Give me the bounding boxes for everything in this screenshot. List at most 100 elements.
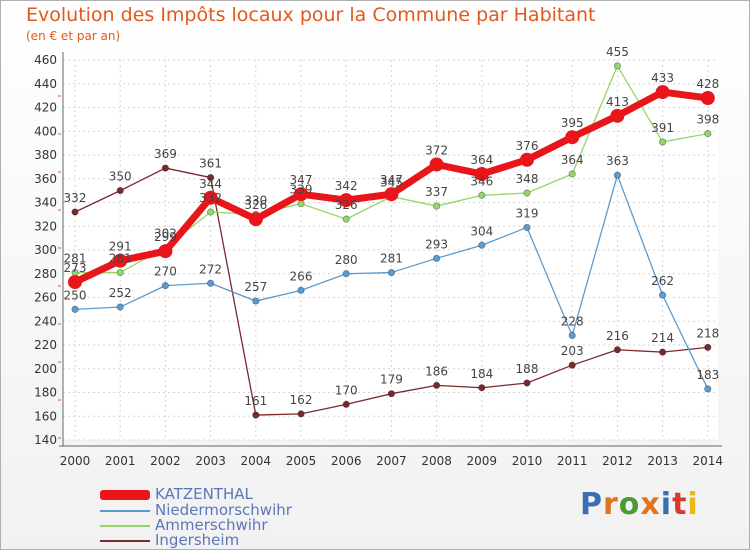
- data-label: 179: [380, 373, 403, 387]
- data-point: [429, 157, 444, 172]
- data-label: 280: [335, 253, 358, 267]
- data-label: 228: [561, 315, 584, 329]
- data-point: [565, 130, 580, 145]
- data-point: [523, 379, 531, 387]
- data-point: [116, 187, 124, 195]
- legend-swatch-ammerschwihr: [100, 525, 150, 527]
- logo-letter: t: [672, 487, 688, 522]
- data-point: [161, 164, 169, 172]
- data-point: [478, 191, 486, 199]
- logo-letter: r: [603, 487, 619, 522]
- data-point: [252, 297, 260, 305]
- x-tick-label: 2000: [60, 454, 91, 468]
- data-labels: 273 291 299 344 326 347 342 347 372 364 376 395 413 4…: [64, 45, 720, 408]
- data-label: 433: [651, 71, 674, 85]
- data-point: [432, 254, 441, 262]
- data-label: 413: [606, 95, 629, 109]
- data-point: [700, 91, 715, 105]
- data-label: 319: [516, 206, 539, 220]
- data-label: 332: [64, 191, 87, 205]
- data-point: [568, 170, 576, 178]
- data-point: [474, 167, 489, 181]
- logo-letter: x: [640, 487, 661, 522]
- data-label: 391: [651, 121, 674, 135]
- legend-label-ammerschwihr: Ammerschwihr: [155, 516, 268, 534]
- data-label: 281: [380, 252, 403, 266]
- data-label: 326: [335, 198, 358, 212]
- data-point: [297, 286, 305, 294]
- y-tick-label: 360: [34, 172, 57, 186]
- data-point: [478, 384, 486, 392]
- legend-label-ingersheim: Ingersheim: [155, 531, 240, 549]
- data-point: [432, 381, 441, 389]
- data-point: [113, 253, 128, 268]
- x-tick-label: 2009: [467, 454, 498, 468]
- data-label: 345: [380, 176, 403, 190]
- data-label: 270: [154, 265, 177, 279]
- legend-swatch-ingersheim: [100, 540, 150, 542]
- data-label: 293: [425, 237, 448, 251]
- data-point: [613, 62, 622, 70]
- data-point: [704, 130, 712, 138]
- data-point: [610, 108, 625, 123]
- data-point: [478, 241, 486, 249]
- data-point: [658, 348, 667, 356]
- y-tick-label: 420: [34, 101, 57, 115]
- data-label: 337: [425, 185, 448, 199]
- logo-letter: i: [660, 487, 673, 522]
- series-lines: [68, 62, 715, 419]
- x-tick-label: 2001: [105, 454, 136, 468]
- y-tick-label: 240: [34, 314, 57, 328]
- y-tick-label: 460: [34, 53, 57, 67]
- x-tick-label: 2002: [150, 454, 181, 468]
- y-tick-label: 400: [34, 124, 57, 138]
- data-point: [116, 303, 124, 311]
- data-label: 299: [154, 230, 177, 244]
- data-point: [68, 275, 82, 290]
- y-tick-label: 300: [34, 243, 57, 257]
- x-tick-label: 2010: [512, 454, 543, 468]
- data-point: [207, 208, 215, 216]
- legend-label-katzenthal: KATZENTHAL: [155, 485, 253, 503]
- data-label: 363: [606, 154, 629, 168]
- data-label: 347: [290, 173, 313, 187]
- data-label: 339: [290, 183, 313, 197]
- x-tick-label: 2006: [331, 454, 362, 468]
- data-point: [613, 171, 622, 179]
- data-point: [207, 173, 215, 182]
- data-point: [342, 400, 350, 408]
- y-tick-label: 280: [34, 267, 57, 281]
- data-point: [432, 202, 441, 210]
- data-label: 272: [199, 262, 222, 276]
- data-point: [71, 208, 79, 216]
- y-tick-label: 320: [34, 219, 57, 233]
- data-label: 395: [561, 116, 584, 130]
- logo-letter: i: [687, 487, 699, 522]
- data-label: 330: [244, 193, 267, 207]
- data-point: [387, 390, 395, 398]
- data-point: [294, 187, 308, 202]
- data-label: 162: [290, 393, 313, 407]
- data-label: 372: [425, 144, 448, 158]
- data-label: 281: [64, 252, 87, 266]
- x-tick-label: 2004: [241, 454, 272, 468]
- legend-swatch-katzenthal: [100, 490, 150, 500]
- data-label: 291: [109, 240, 132, 254]
- data-point: [158, 244, 173, 259]
- data-point: [297, 410, 305, 418]
- data-label: 262: [651, 274, 674, 288]
- data-label: 369: [154, 147, 177, 161]
- y-tick-label: 160: [34, 409, 57, 423]
- legend-label-niedermorschwihr: Niedermorschwihr: [155, 501, 292, 519]
- data-point: [339, 193, 354, 208]
- data-label: 257: [244, 280, 267, 294]
- y-tick-label: 440: [34, 77, 57, 91]
- data-point: [248, 212, 263, 227]
- data-label: 218: [696, 326, 719, 340]
- legend-swatch-niedermorschwihr: [100, 510, 150, 512]
- data-label: 455: [606, 45, 629, 59]
- data-point: [116, 268, 124, 277]
- x-tick-label: 2014: [693, 454, 724, 468]
- data-point: [252, 411, 260, 419]
- data-label: 183: [696, 368, 719, 382]
